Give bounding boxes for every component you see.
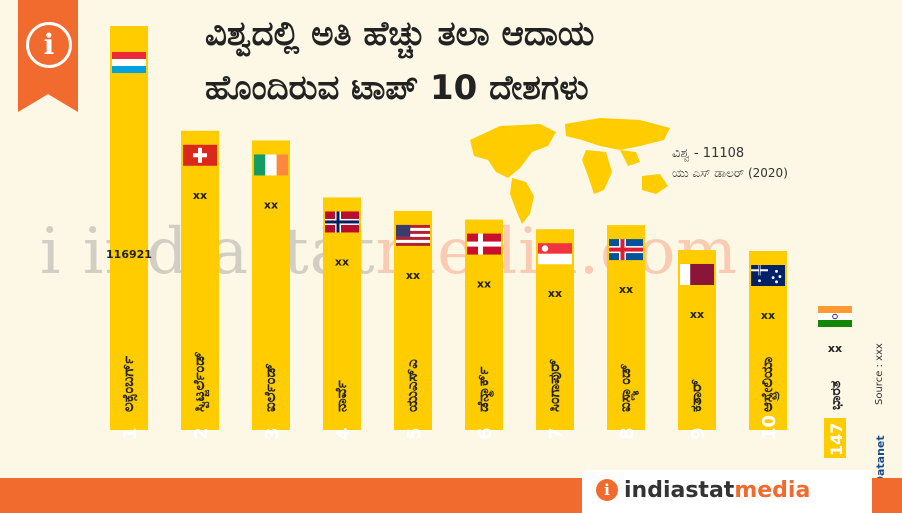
rank-label: 1 [120, 427, 141, 440]
bar-4 [323, 197, 361, 430]
category-label: ಸಿಂಗಾಪುರ್ [545, 358, 563, 412]
value-label: xx [477, 278, 491, 291]
value-label: 116921 [106, 248, 152, 261]
value-label: xx [548, 287, 562, 300]
rank-label: 6 [475, 427, 496, 440]
rank-label: 3 [262, 427, 283, 440]
bar-group-10: xx ಆಸ್ಟ್ರೇಲಿಯಾ 10 [749, 251, 787, 440]
bar-6 [465, 219, 503, 430]
value-label: xx [264, 198, 278, 211]
chart-title-line-1: ವಿಶ್ವದಲ್ಲಿ ಅತಿ ಹೆಚ್ಚು ತಲಾ ಆದಾಯ [205, 14, 595, 54]
bar-1 [110, 26, 148, 430]
qatar-flag [680, 263, 714, 285]
bar-5 [394, 210, 432, 430]
footer-brand-b: media [734, 478, 811, 503]
source-label: Source : xxx [874, 343, 885, 405]
footer-logo: i indiastatmedia [582, 470, 872, 513]
category-label: ಐರ್ಲೆಂಡ್ [261, 363, 279, 412]
value-label: xx [690, 308, 704, 321]
norway-flag [325, 211, 359, 233]
value-label: xx [335, 255, 349, 268]
category-label: ಲಕ್ಸೆಂಬರ್ಗ್ [119, 356, 138, 412]
indiastat-logo-icon: i [596, 479, 618, 501]
india-name-label: ಭಾರತ [828, 380, 844, 410]
rank-label: 5 [404, 427, 425, 440]
rank-label: 4 [333, 427, 354, 440]
category-label: ಸ್ವಿಟ್ಜರ್ಲೆಂಡ್ [190, 351, 211, 412]
value-label: xx [406, 269, 420, 282]
bars-layer: 116921 ಲಕ್ಸೆಂಬರ್ಗ್ 1 xx ಸ್ವಿಟ್ಜರ್ಲೆಂಡ್ 2 xx ಐರ್… [106, 26, 787, 440]
value-label: xx [761, 309, 775, 322]
switzerland-flag [183, 144, 217, 166]
denmark-flag [467, 233, 501, 255]
rank-label: 10 [759, 415, 780, 440]
india-group: xx ಭಾರತ 147 [818, 306, 852, 458]
world-average-label: ವಿಶ್ವ - 11108 [672, 146, 745, 161]
ireland-flag [254, 154, 288, 176]
bar-group-9: xx ಕತಾರ್ 9 [678, 249, 716, 440]
india-rank-label: 147 [827, 423, 846, 456]
bar-2 [181, 130, 219, 430]
bar-group-1: 116921 ಲಕ್ಸೆಂಬರ್ಗ್ 1 [106, 26, 152, 440]
category-label: ಯುಎಸ್ಎ [403, 359, 421, 412]
india-rank-box [824, 418, 846, 458]
bar-group-2: xx ಸ್ವಿಟ್ಜರ್ಲೆಂಡ್ 2 [181, 130, 219, 440]
india-flag [818, 306, 852, 327]
info-badge: i [18, 0, 78, 112]
chart-title-line-2: ಹೊಂದಿರುವ ಟಾಪ್ 10 ದೇಶಗಳು [205, 68, 589, 108]
rank-label: 8 [617, 427, 638, 440]
footer-brand-a: indiastat [624, 478, 735, 503]
unit-label: ಯು ಎಸ್ ಡಾಲರ್ (2020) [672, 166, 788, 180]
value-label: xx [619, 283, 633, 296]
iceland-flag [609, 239, 643, 261]
footer-brand: indiastatmedia [624, 478, 810, 503]
australia-flag [751, 265, 785, 287]
category-label: ಡೆನ್ಮಾರ್ಕ್ [474, 367, 495, 412]
value-label: xx [193, 189, 207, 202]
category-label: ಆಸ್ಟ್ರೇಲಿಯಾ [758, 357, 780, 412]
bar-group-7: xx ಸಿಂಗಾಪುರ್ 7 [536, 229, 574, 440]
info-icon: i [26, 22, 72, 68]
category-label: ನಾರ್ವೆ [332, 380, 350, 412]
bar-3 [252, 140, 290, 431]
bar-group-4: xx ನಾರ್ವೆ 4 [323, 197, 361, 440]
category-label: ಕತಾರ್ [687, 379, 705, 412]
india-value-label: xx [828, 342, 842, 355]
bar-group-5: xx ಯುಎಸ್ಎ 5 [394, 210, 432, 440]
luxembourg-flag [112, 52, 146, 73]
usa-flag [396, 224, 430, 246]
singapore-flag [538, 243, 572, 265]
bar-group-6: xx ಡೆನ್ಮಾರ್ಕ್ 6 [465, 219, 503, 440]
rank-label: 7 [546, 427, 567, 440]
rank-label: 9 [688, 427, 709, 440]
rank-label: 2 [191, 427, 212, 440]
bar-group-3: xx ಐರ್ಲೆಂಡ್ 3 [252, 140, 290, 440]
